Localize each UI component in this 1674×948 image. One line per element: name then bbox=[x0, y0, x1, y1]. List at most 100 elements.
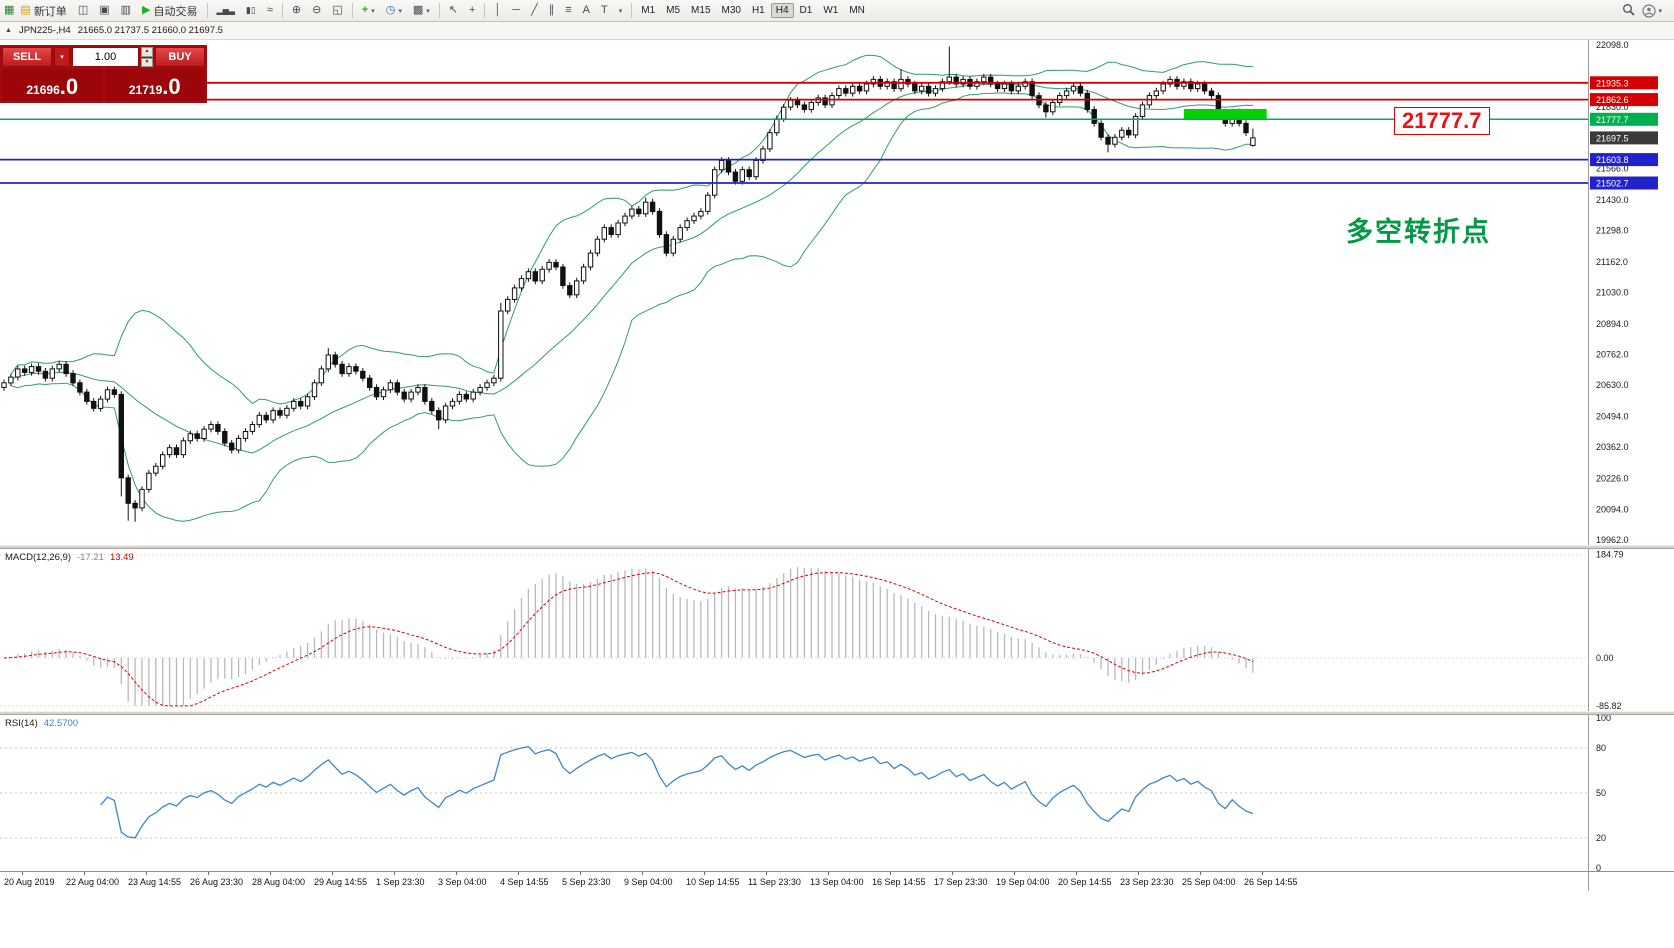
volume-input[interactable] bbox=[72, 47, 139, 67]
account-icon[interactable]: ▾ bbox=[1642, 3, 1662, 18]
crosshair-button[interactable]: + bbox=[464, 2, 480, 20]
charts-grid-button[interactable]: ◫ bbox=[73, 2, 93, 20]
timeframe-h4-button[interactable]: H4 bbox=[770, 3, 794, 18]
green-bar-object[interactable] bbox=[1183, 109, 1267, 120]
periods-button[interactable]: ◷ ▾ bbox=[381, 2, 407, 20]
time-tick bbox=[952, 872, 953, 875]
cursor-button[interactable]: ↖ bbox=[444, 2, 463, 20]
svg-text:20362.0: 20362.0 bbox=[1596, 442, 1629, 452]
timeframe-m1-button[interactable]: M1 bbox=[641, 5, 656, 16]
panel-separator[interactable] bbox=[0, 711, 1674, 715]
macd-panel[interactable]: 184.79 0.00 -85.82 bbox=[0, 549, 1674, 711]
svg-text:21862.6: 21862.6 bbox=[1596, 95, 1629, 105]
vertical-line-button[interactable]: │ bbox=[489, 2, 506, 20]
rsi-panel[interactable]: 100 80 50 20 0 bbox=[0, 715, 1674, 871]
time-label: 1 Sep 23:30 bbox=[376, 877, 425, 887]
svg-text:100: 100 bbox=[1596, 715, 1611, 723]
time-tick bbox=[208, 872, 209, 875]
time-tick bbox=[1262, 872, 1263, 875]
sell-button[interactable]: SELL bbox=[2, 47, 52, 67]
shapes-button[interactable]: ▾ bbox=[614, 2, 628, 20]
svg-text:21430.0: 21430.0 bbox=[1596, 195, 1629, 205]
svg-text:21298.0: 21298.0 bbox=[1596, 225, 1629, 235]
macd-axis: 184.79 0.00 -85.82 bbox=[1588, 549, 1624, 711]
template-icon: ▩ bbox=[412, 4, 424, 16]
svg-text:20630.0: 20630.0 bbox=[1596, 380, 1629, 390]
macd-name: MACD(12,26,9) bbox=[5, 552, 71, 563]
vertical-line-icon: │ bbox=[494, 4, 502, 16]
buy-button[interactable]: BUY bbox=[155, 47, 205, 67]
svg-text:0: 0 bbox=[1596, 863, 1601, 871]
bar-chart-button[interactable]: ▂▅▃ bbox=[212, 2, 240, 20]
time-tick bbox=[22, 872, 23, 875]
time-label: 19 Sep 04:00 bbox=[996, 877, 1050, 887]
indicators-plus-icon: + bbox=[361, 4, 369, 16]
buy-price-display[interactable]: 21719.0 bbox=[104, 69, 205, 101]
volume-down-button[interactable]: ▼ bbox=[141, 57, 153, 67]
svg-text:21935.3: 21935.3 bbox=[1596, 78, 1629, 88]
rsi-levels bbox=[0, 747, 1588, 839]
time-tick bbox=[580, 872, 581, 875]
templates-button[interactable]: ▩ ▾ bbox=[408, 2, 435, 20]
zoom-out-button[interactable]: ⊖ bbox=[307, 2, 326, 20]
time-label: 20 Sep 14:55 bbox=[1058, 877, 1112, 887]
volume-up-button[interactable]: ▲ bbox=[141, 47, 153, 57]
price-chart-panel[interactable]: 22098.0 21830.0 21566.0 21430.0 21298.0 21162… bbox=[0, 40, 1674, 545]
trendline-button[interactable]: ╱ bbox=[526, 2, 543, 20]
svg-text:20226.0: 20226.0 bbox=[1596, 474, 1629, 484]
crosshair-icon: + bbox=[468, 4, 476, 16]
price-callout-label[interactable]: 21777.7 bbox=[1394, 107, 1490, 135]
text-tool-icon: A bbox=[582, 4, 590, 16]
time-label: 9 Sep 04:00 bbox=[624, 877, 673, 887]
terminal-button[interactable]: ▥ bbox=[116, 2, 136, 20]
svg-text:21777.7: 21777.7 bbox=[1596, 115, 1629, 125]
timeframe-h1-button[interactable]: H1 bbox=[751, 5, 765, 16]
tile-windows-button[interactable]: ◱ bbox=[327, 2, 347, 20]
macd-main-value: -17.21 bbox=[77, 552, 104, 563]
timeframe-w1-button[interactable]: W1 bbox=[823, 5, 839, 16]
rsi-line bbox=[100, 745, 1254, 839]
timeframe-m5-button[interactable]: M5 bbox=[666, 5, 681, 16]
line-chart-icon: ≈ bbox=[266, 4, 273, 16]
toolbar-separator bbox=[206, 3, 208, 18]
new-order-button[interactable]: ▤ 新订单 bbox=[15, 2, 71, 20]
svg-text:21162.0: 21162.0 bbox=[1596, 257, 1628, 267]
time-tick bbox=[704, 872, 705, 875]
data-window-button[interactable]: ▣ bbox=[94, 2, 114, 20]
timeframe-d1-button[interactable]: D1 bbox=[799, 5, 813, 16]
search-icon[interactable] bbox=[1622, 3, 1636, 19]
time-label: 4 Sep 14:55 bbox=[500, 877, 549, 887]
chevron-down-icon: ▾ bbox=[426, 7, 430, 15]
time-axis[interactable]: 20 Aug 2019 22 Aug 04:00 23 Aug 14:55 26 Au… bbox=[0, 871, 1674, 891]
channel-button[interactable]: ∥ bbox=[544, 2, 560, 20]
timeframe-m30-button[interactable]: M30 bbox=[721, 5, 741, 16]
fibonacci-button[interactable]: ≡ bbox=[560, 2, 576, 20]
horizontal-lines[interactable] bbox=[0, 81, 1588, 184]
candlestick-button[interactable]: ▮▯ bbox=[241, 2, 261, 20]
time-label: 16 Sep 14:55 bbox=[872, 877, 926, 887]
time-tick bbox=[1076, 872, 1077, 875]
panel-separator[interactable] bbox=[0, 545, 1674, 549]
time-tick bbox=[518, 872, 519, 875]
bollinger-bands bbox=[10, 54, 1253, 522]
candles[interactable] bbox=[1, 46, 1256, 522]
horizontal-line-button[interactable]: ─ bbox=[507, 2, 525, 20]
time-label: 5 Sep 23:30 bbox=[562, 877, 611, 887]
svg-text:22098.0: 22098.0 bbox=[1596, 40, 1629, 50]
toolbar-right-icons: ▾ bbox=[1622, 3, 1670, 19]
axis-corner-line bbox=[1588, 872, 1589, 891]
indicators-button[interactable]: + ▾ bbox=[357, 2, 380, 20]
timeframe-mn-button[interactable]: MN bbox=[849, 5, 865, 16]
buy-price-big-digits: .0 bbox=[162, 74, 181, 99]
chart-annotation-text[interactable]: 多空转折点 bbox=[1346, 217, 1491, 247]
line-chart-button[interactable]: ≈ bbox=[262, 2, 278, 20]
autotrading-button[interactable]: ▶ 自动交易 bbox=[137, 2, 202, 20]
text-tool-button[interactable]: A bbox=[578, 2, 595, 20]
label-tool-button[interactable]: T bbox=[596, 2, 613, 20]
sell-price-display[interactable]: 21696.0 bbox=[2, 69, 103, 101]
toolbar-separator bbox=[351, 3, 353, 18]
timeframe-m15-button[interactable]: M15 bbox=[691, 5, 711, 16]
symbol-period-label: JPN225-,H4 bbox=[18, 25, 71, 36]
volume-dropdown-button[interactable]: ▾ bbox=[54, 47, 70, 67]
zoom-in-button[interactable]: ⊕ bbox=[287, 2, 306, 20]
